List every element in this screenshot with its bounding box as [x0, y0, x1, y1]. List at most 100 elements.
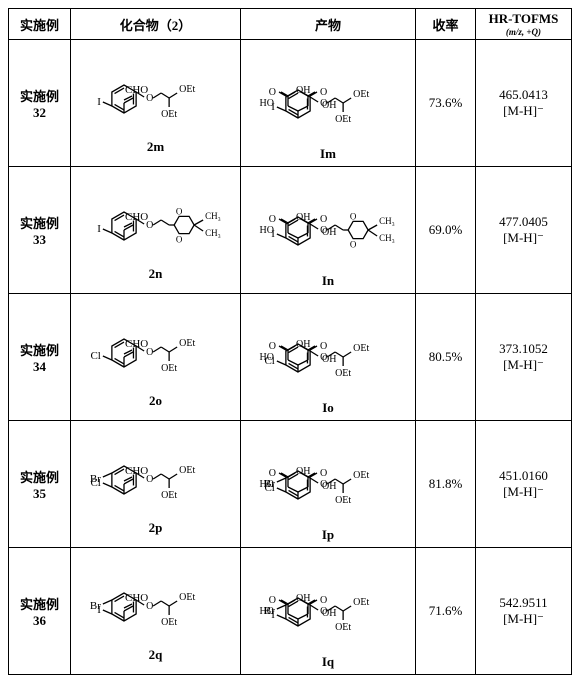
hdr-ms-sub: (m/z, +Q)	[478, 27, 569, 37]
cell-compound: CHOIOOOCH₃CH₃2n	[71, 167, 241, 294]
svg-text:Br: Br	[264, 478, 275, 490]
svg-text:I: I	[97, 96, 101, 108]
cell-compound: CHOClBrOOEtOEt2p	[71, 421, 241, 548]
cell-compound: CHOClOOEtOEt2o	[71, 294, 241, 421]
cell-example: 实施例32	[9, 40, 71, 167]
svg-text:OEt: OEt	[335, 368, 351, 379]
svg-text:O: O	[175, 206, 182, 216]
svg-text:CH₃: CH₃	[379, 216, 395, 226]
svg-text:O: O	[146, 601, 153, 612]
svg-text:CH₃: CH₃	[205, 211, 221, 221]
svg-text:O: O	[320, 468, 327, 479]
cell-ms: 465.0413[M-H]⁻	[476, 40, 572, 167]
svg-text:OH: OH	[296, 593, 310, 604]
svg-text:O: O	[269, 214, 276, 225]
svg-text:O: O	[320, 479, 327, 490]
svg-text:OEt: OEt	[179, 592, 195, 603]
table-row: 实施例32CHOIOOEtOEt2mOOHHOOOHIOOEtOEtIm73.6…	[9, 40, 572, 167]
hdr-yield: 收率	[416, 9, 476, 40]
svg-text:CHO: CHO	[125, 84, 148, 96]
cell-yield: 71.6%	[416, 548, 476, 675]
table-row: 实施例34CHOClOOEtOEt2oOOHHOOOHClOOEtOEtIo80…	[9, 294, 572, 421]
cell-yield: 80.5%	[416, 294, 476, 421]
svg-text:OEt: OEt	[179, 338, 195, 349]
svg-text:OEt: OEt	[353, 343, 369, 354]
cell-product: OOHHOOOHClBrOOEtOEtIp	[241, 421, 416, 548]
svg-text:O: O	[175, 235, 182, 245]
svg-text:O: O	[146, 93, 153, 104]
svg-text:OH: OH	[296, 339, 310, 350]
svg-text:OEt: OEt	[161, 617, 177, 628]
svg-text:CH₃: CH₃	[205, 228, 221, 238]
svg-text:O: O	[350, 240, 357, 250]
hdr-ms-title: HR-TOFMS	[478, 11, 569, 27]
svg-text:O: O	[146, 474, 153, 485]
svg-text:O: O	[320, 352, 327, 363]
cell-yield: 81.8%	[416, 421, 476, 548]
svg-text:Cl: Cl	[264, 355, 274, 367]
svg-text:OEt: OEt	[161, 490, 177, 501]
cell-yield: 69.0%	[416, 167, 476, 294]
cell-ms: 373.1052[M-H]⁻	[476, 294, 572, 421]
cell-product: OOHHOOOHClOOEtOEtIo	[241, 294, 416, 421]
cell-example: 实施例33	[9, 167, 71, 294]
svg-text:OEt: OEt	[353, 597, 369, 608]
svg-text:OEt: OEt	[335, 114, 351, 125]
svg-text:CHO: CHO	[125, 338, 148, 350]
svg-text:OEt: OEt	[161, 363, 177, 374]
cell-example: 实施例35	[9, 421, 71, 548]
svg-text:OEt: OEt	[335, 622, 351, 633]
svg-text:CH₃: CH₃	[379, 233, 395, 243]
svg-text:Br: Br	[264, 605, 275, 617]
svg-text:O: O	[320, 87, 327, 98]
data-table: 实施例 化合物（2） 产物 收率 HR-TOFMS (m/z, +Q) 实施例3…	[8, 8, 572, 675]
cell-example: 实施例36	[9, 548, 71, 675]
svg-text:OEt: OEt	[179, 84, 195, 95]
svg-text:CHO: CHO	[125, 592, 148, 604]
cell-example: 实施例34	[9, 294, 71, 421]
hdr-compound: 化合物（2）	[71, 9, 241, 40]
cell-product: OOHHOOOHIOOOCH₃CH₃In	[241, 167, 416, 294]
header-row: 实施例 化合物（2） 产物 收率 HR-TOFMS (m/z, +Q)	[9, 9, 572, 40]
svg-text:O: O	[320, 606, 327, 617]
svg-text:O: O	[146, 220, 153, 231]
cell-product: OOHHOOOHIOOEtOEtIm	[241, 40, 416, 167]
table-row: 实施例36CHOIBrOOEtOEt2qOOHHOOOHIBrOOEtOEtIq…	[9, 548, 572, 675]
svg-text:OEt: OEt	[161, 109, 177, 120]
svg-text:CHO: CHO	[125, 465, 148, 477]
svg-text:O: O	[320, 225, 327, 236]
svg-text:OEt: OEt	[335, 495, 351, 506]
table-row: 实施例35CHOClBrOOEtOEt2pOOHHOOOHClBrOOEtOEt…	[9, 421, 572, 548]
svg-text:O: O	[269, 341, 276, 352]
cell-ms: 477.0405[M-H]⁻	[476, 167, 572, 294]
svg-text:Br: Br	[89, 473, 100, 485]
hdr-example: 实施例	[9, 9, 71, 40]
svg-text:I: I	[271, 101, 275, 113]
svg-text:OEt: OEt	[179, 465, 195, 476]
svg-text:O: O	[146, 347, 153, 358]
svg-text:I: I	[97, 223, 101, 235]
cell-compound: CHOIBrOOEtOEt2q	[71, 548, 241, 675]
svg-text:O: O	[320, 214, 327, 225]
table-row: 实施例33CHOIOOOCH₃CH₃2nOOHHOOOHIOOOCH₃CH₃In…	[9, 167, 572, 294]
cell-yield: 73.6%	[416, 40, 476, 167]
cell-compound: CHOIOOEtOEt2m	[71, 40, 241, 167]
svg-text:OEt: OEt	[353, 89, 369, 100]
cell-ms: 542.9511[M-H]⁻	[476, 548, 572, 675]
svg-text:OH: OH	[296, 466, 310, 477]
svg-text:I: I	[271, 228, 275, 240]
svg-text:O: O	[320, 341, 327, 352]
svg-text:OH: OH	[296, 212, 310, 223]
cell-ms: 451.0160[M-H]⁻	[476, 421, 572, 548]
svg-text:Br: Br	[89, 600, 100, 612]
svg-text:CHO: CHO	[125, 211, 148, 223]
svg-text:Cl: Cl	[90, 350, 100, 362]
svg-text:O: O	[269, 87, 276, 98]
svg-text:OEt: OEt	[353, 470, 369, 481]
svg-text:O: O	[350, 211, 357, 221]
svg-text:O: O	[320, 595, 327, 606]
svg-text:OH: OH	[296, 85, 310, 96]
svg-text:O: O	[320, 98, 327, 109]
cell-product: OOHHOOOHIBrOOEtOEtIq	[241, 548, 416, 675]
hdr-ms: HR-TOFMS (m/z, +Q)	[476, 9, 572, 40]
